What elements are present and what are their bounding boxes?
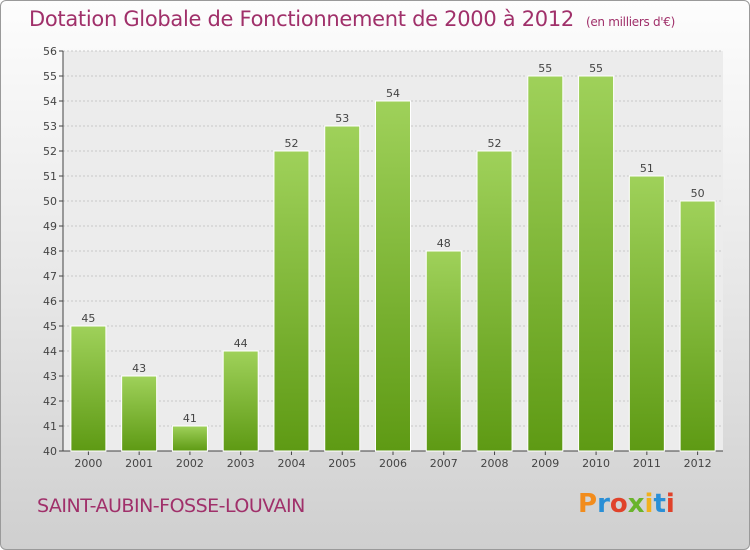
y-tick-label: 44 [43, 345, 57, 358]
x-tick-label: 2003 [227, 457, 255, 470]
place-name: SAINT-AUBIN-FOSSE-LOUVAIN [37, 495, 305, 517]
x-tick-label: 2010 [582, 457, 610, 470]
x-tick-label: 2005 [328, 457, 356, 470]
bar [375, 100, 411, 452]
chart-subtitle: (en milliers d'€) [585, 15, 675, 29]
logo-letter: P [578, 489, 598, 519]
data-label: 55 [538, 62, 552, 75]
x-tick-label: 2012 [684, 457, 712, 470]
y-tick-label: 54 [43, 95, 57, 108]
x-tick-label: 2001 [125, 457, 153, 470]
bar [70, 325, 107, 452]
logo-letter: x [627, 489, 645, 519]
bar [324, 125, 361, 452]
labels: 45 43 41 44 52 53 54 48 52 55 55 51 50 [81, 62, 704, 425]
data-label: 43 [132, 362, 146, 375]
bar [679, 200, 716, 452]
y-tick-label: 52 [43, 145, 57, 158]
y-tick-label: 47 [43, 270, 57, 283]
bar [273, 150, 310, 452]
bars [70, 75, 716, 452]
data-label: 41 [183, 412, 197, 425]
x-tick-label: 2006 [379, 457, 407, 470]
x-tick-label: 2000 [74, 457, 102, 470]
y-tick-label: 41 [43, 420, 57, 433]
y-tick-label: 43 [43, 370, 57, 383]
data-label: 44 [234, 337, 248, 350]
data-label: 53 [335, 112, 349, 125]
chart-title-text: Dotation Globale de Fonctionnement de 20… [29, 7, 574, 31]
y-tick-label: 50 [43, 195, 57, 208]
logo-letter: i [665, 489, 675, 519]
x-tick-label: 2002 [176, 457, 204, 470]
data-label: 50 [691, 187, 705, 200]
bar [171, 425, 208, 452]
data-label: 52 [284, 137, 298, 150]
chart-title: Dotation Globale de Fonctionnement de 20… [29, 7, 675, 31]
bar [628, 175, 665, 452]
data-label: 45 [81, 312, 95, 325]
bar [425, 250, 462, 452]
y-tick-label: 53 [43, 120, 57, 133]
y-tick-label: 56 [43, 45, 57, 58]
data-label: 55 [589, 62, 603, 75]
bar [527, 75, 564, 452]
x-tick-label: 2011 [633, 457, 661, 470]
logo-letter: o [609, 489, 628, 519]
data-label: 54 [386, 87, 400, 100]
logo-letter: i [644, 489, 654, 519]
x-tick-label: 2007 [430, 457, 458, 470]
data-label: 51 [640, 162, 654, 175]
y-tick-label: 46 [43, 295, 57, 308]
y-tick-label: 55 [43, 70, 57, 83]
proxiti-logo[interactable]: Proxiti [578, 489, 675, 519]
y-tick-label: 48 [43, 245, 57, 258]
y-tick-label: 42 [43, 395, 57, 408]
bar [222, 350, 259, 452]
y-tick-label: 40 [43, 445, 57, 458]
bar [121, 375, 158, 452]
x-tick-label: 2009 [531, 457, 559, 470]
logo-letter: r [597, 489, 610, 519]
x-tick-label: 2008 [481, 457, 509, 470]
data-label: 52 [488, 137, 502, 150]
data-label: 48 [437, 237, 451, 250]
bar [476, 150, 513, 452]
y-tick-label: 45 [43, 320, 57, 333]
y-tick-label: 49 [43, 220, 57, 233]
bar [578, 75, 615, 452]
logo-letter: t [653, 489, 666, 519]
y-tick-label: 51 [43, 170, 57, 183]
x-tick-label: 2004 [277, 457, 305, 470]
